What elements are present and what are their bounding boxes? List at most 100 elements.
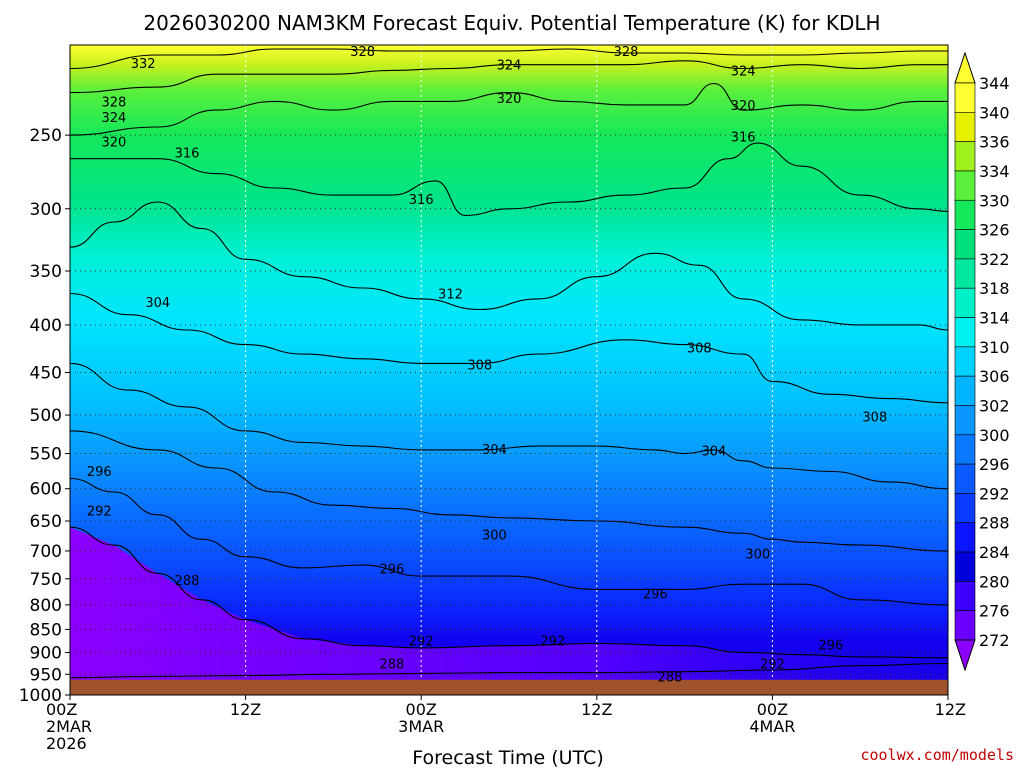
y-tick-label: 950: [30, 665, 62, 685]
contour-label: 308: [467, 358, 492, 373]
colorbar-min-arrow: [954, 639, 976, 672]
colorbar-label: 288: [979, 514, 1010, 533]
colorbar-swatch: [954, 229, 976, 260]
contour-label: 320: [497, 92, 522, 107]
colorbar-swatch: [954, 317, 976, 348]
colorbar-swatch: [954, 581, 976, 611]
contour-label: 288: [658, 670, 683, 685]
colorbar-label: 292: [979, 484, 1010, 503]
colorbar-label: 280: [979, 572, 1010, 591]
y-axis: 250 300 350 400 450 500 550 600 650 700 750 800 850 9…: [19, 126, 70, 706]
contour-label: 292: [87, 504, 112, 519]
x-tick-label: 12Z: [230, 700, 261, 719]
contour-304: [70, 362, 948, 490]
x-axis-label: Forecast Time (UTC): [412, 747, 603, 768]
y-tick-label: 700: [30, 542, 62, 562]
contour-label: 320: [101, 136, 126, 151]
colorbar-label: 314: [979, 309, 1010, 328]
colorbar-label: 284: [979, 543, 1010, 562]
colorbar-swatch: [954, 112, 976, 142]
colorbar-swatch: [954, 346, 976, 377]
contour-label: 292: [540, 635, 565, 650]
contour-label: 328: [350, 45, 375, 60]
colorbar-label: 310: [979, 338, 1010, 357]
chart-title: 2026030200 NAM3KM Forecast Equiv. Potent…: [143, 11, 880, 35]
x-tick-label: 00Z: [46, 700, 77, 719]
contour-label: 308: [687, 342, 712, 357]
colorbar-swatch: [954, 551, 976, 582]
contour-312: [70, 201, 948, 331]
x-tick-label: 3MAR: [398, 717, 444, 736]
contour-label: 288: [380, 658, 405, 673]
contour-296: [70, 477, 948, 606]
contour-label: 296: [380, 562, 405, 577]
contour-label: 320: [731, 99, 756, 114]
contour-292: [70, 526, 948, 659]
y-tick-label: 750: [30, 570, 62, 590]
colorbar-swatch: [954, 434, 976, 465]
colorbar-label: 318: [979, 279, 1010, 298]
x-tick-label: 12Z: [935, 700, 966, 719]
contour-label: 316: [731, 131, 756, 146]
x-tick-label: 00Z: [757, 700, 788, 719]
x-tick-label: 2MAR: [46, 717, 92, 736]
contour-320: [70, 82, 948, 136]
colorbar-label: 336: [979, 133, 1010, 152]
contour-label: 292: [760, 658, 785, 673]
colorbar-swatch: [954, 493, 976, 524]
colorbar-label: 340: [979, 103, 1010, 122]
y-tick-label: 650: [30, 512, 62, 532]
colorbar-swatch: [954, 258, 976, 289]
y-tick-label: 450: [30, 364, 62, 384]
credit-text: coolwx.com/models: [860, 746, 1014, 764]
contour-label: 292: [409, 635, 434, 650]
colorbar-label: 334: [979, 162, 1010, 181]
y-tick-label: 250: [30, 126, 62, 146]
colorbar-label: 326: [979, 221, 1010, 240]
plot-frame: [69, 44, 949, 696]
x-tick-label: 4MAR: [749, 717, 795, 736]
grid-lines: [70, 45, 948, 695]
colorbar-swatch: [954, 375, 976, 406]
y-tick-label: 550: [30, 445, 62, 465]
contour-label: 316: [409, 193, 434, 208]
contour-label: 304: [145, 296, 170, 311]
colorbar-max-arrow: [954, 51, 976, 84]
contour-label: 316: [175, 147, 200, 162]
y-tick-label: 400: [30, 316, 62, 336]
colorbar-swatch: [954, 82, 976, 113]
contour-308: [70, 292, 948, 404]
colorbar-swatch: [954, 141, 976, 172]
y-tick-label: 1000: [19, 686, 62, 706]
contour-label: 304: [701, 445, 726, 460]
contour-label: 328: [614, 45, 639, 60]
contour-label: 304: [482, 443, 507, 458]
contour-324: [70, 60, 948, 94]
colorbar-label: 276: [979, 602, 1010, 621]
contour-label: 300: [745, 547, 770, 562]
y-tick-label: 500: [30, 406, 62, 426]
colorbar-swatch: [954, 287, 976, 318]
cold-air-wedge: [70, 527, 948, 695]
contour-label: 328: [101, 95, 126, 110]
contour-label: 332: [131, 57, 156, 72]
y-tick-label: 350: [30, 262, 62, 282]
colorbar-swatch: [954, 405, 976, 436]
contour-316: [70, 142, 948, 216]
contour-328: [70, 48, 948, 70]
colorbar-label: 344: [979, 74, 1010, 93]
y-tick-label: 600: [30, 480, 62, 500]
x-tick-label: 2026: [46, 734, 87, 753]
colorbar-label: 302: [979, 396, 1010, 415]
colorbar-swatch: [954, 610, 976, 641]
contour-label: 308: [862, 411, 887, 426]
colorbar-label: 272: [979, 631, 1010, 650]
terrain-below-ground: [70, 679, 948, 695]
contour-label: 300: [482, 528, 507, 543]
x-tick-label: 00Z: [406, 700, 437, 719]
contour-300: [70, 430, 948, 552]
colorbar-swatch: [954, 170, 976, 201]
